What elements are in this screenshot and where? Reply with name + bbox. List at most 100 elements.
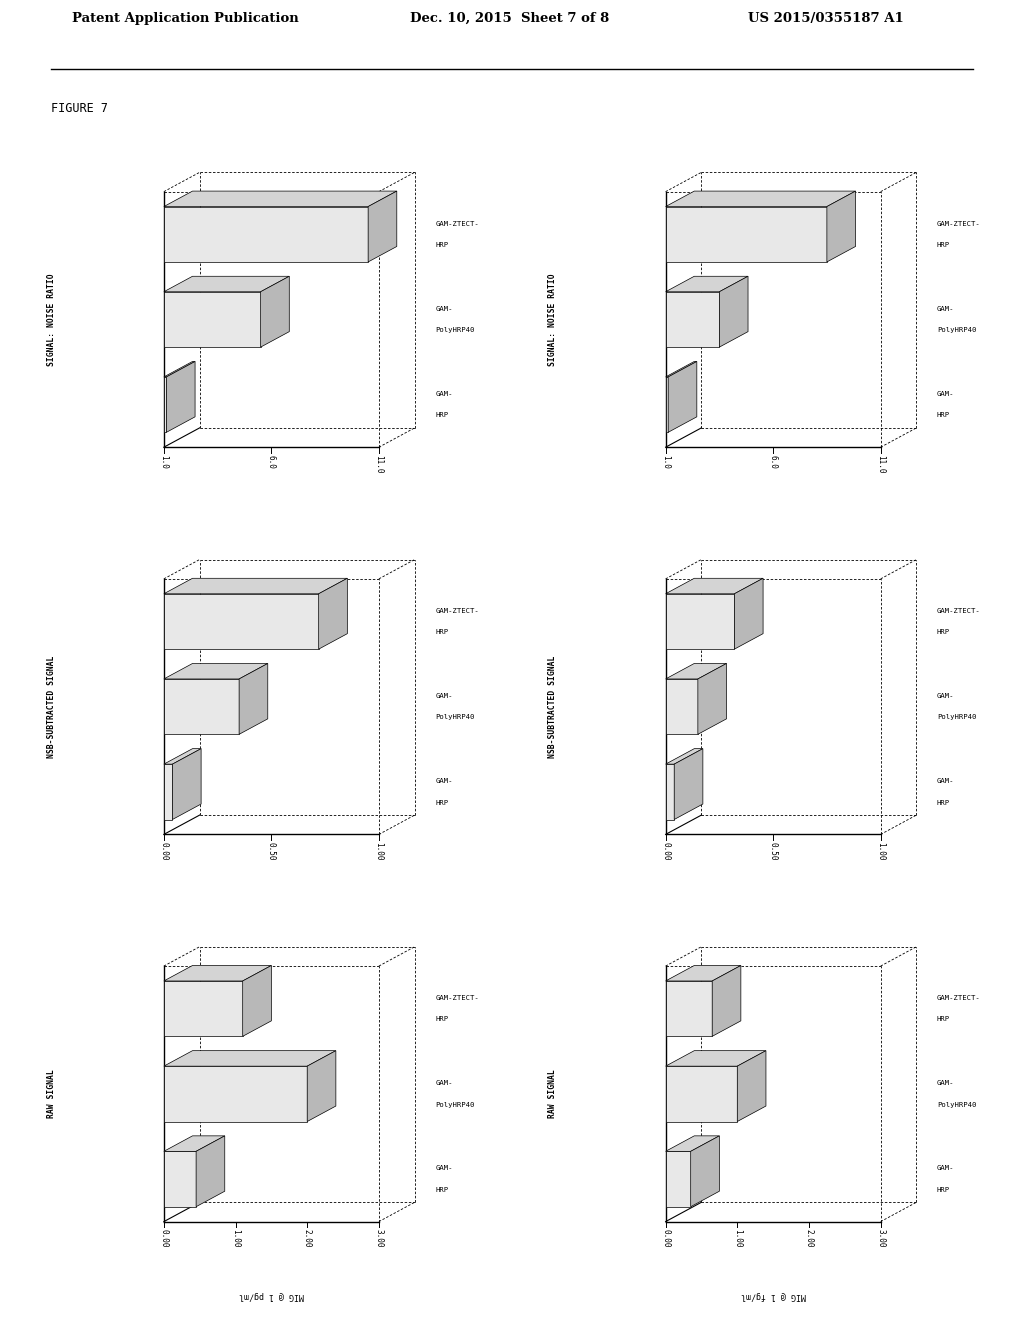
Polygon shape	[243, 965, 271, 1036]
Polygon shape	[666, 292, 719, 347]
Text: RAW SIGNAL: RAW SIGNAL	[549, 1069, 557, 1118]
Polygon shape	[666, 578, 763, 594]
Polygon shape	[164, 362, 195, 378]
Text: HRP: HRP	[937, 242, 950, 248]
Text: 0.00: 0.00	[662, 842, 670, 861]
Text: GAM-ZTECT-: GAM-ZTECT-	[937, 995, 981, 1001]
Polygon shape	[164, 981, 243, 1036]
Text: GAM-ZTECT-: GAM-ZTECT-	[937, 220, 981, 227]
Text: GAM-ZTECT-: GAM-ZTECT-	[435, 220, 479, 227]
Text: FIGURE 7: FIGURE 7	[51, 103, 109, 115]
Polygon shape	[172, 748, 201, 820]
Text: GAM-: GAM-	[937, 306, 954, 312]
Text: 1.00: 1.00	[733, 1229, 741, 1247]
Polygon shape	[239, 664, 268, 734]
Text: 6.0: 6.0	[267, 455, 275, 469]
Text: RAW SIGNAL: RAW SIGNAL	[47, 1069, 55, 1118]
Text: GAM-ZTECT-: GAM-ZTECT-	[937, 607, 981, 614]
Polygon shape	[164, 594, 318, 649]
Polygon shape	[734, 578, 763, 649]
Polygon shape	[666, 664, 727, 678]
Polygon shape	[164, 764, 172, 820]
Text: GAM-: GAM-	[937, 693, 954, 698]
Text: 11.0: 11.0	[877, 455, 885, 474]
Polygon shape	[260, 276, 290, 347]
Text: HRP: HRP	[435, 1187, 449, 1193]
Polygon shape	[318, 578, 347, 649]
Polygon shape	[164, 292, 260, 347]
Polygon shape	[698, 664, 727, 734]
Text: SIGNAL: NOISE RATIO: SIGNAL: NOISE RATIO	[549, 273, 557, 366]
Polygon shape	[369, 191, 397, 261]
Text: 3.00: 3.00	[375, 1229, 383, 1247]
Text: HRP: HRP	[937, 412, 950, 418]
Polygon shape	[666, 748, 702, 764]
Polygon shape	[666, 362, 696, 378]
Text: GAM-: GAM-	[937, 391, 954, 397]
Text: GAM-: GAM-	[937, 1166, 954, 1171]
Text: 1.0: 1.0	[662, 455, 670, 469]
Polygon shape	[666, 965, 741, 981]
Text: PolyHRP40: PolyHRP40	[435, 327, 474, 333]
Text: 2.00: 2.00	[303, 1229, 311, 1247]
Text: GAM-ZTECT-: GAM-ZTECT-	[435, 607, 479, 614]
Text: 0.00: 0.00	[160, 1229, 168, 1247]
Polygon shape	[666, 1067, 737, 1122]
Polygon shape	[666, 764, 674, 820]
Polygon shape	[666, 678, 698, 734]
Polygon shape	[713, 965, 741, 1036]
Text: PolyHRP40: PolyHRP40	[435, 1102, 474, 1107]
Text: GAM-: GAM-	[435, 693, 453, 698]
Polygon shape	[307, 1051, 336, 1122]
Text: 6.0: 6.0	[769, 455, 777, 469]
Text: PolyHRP40: PolyHRP40	[937, 1102, 976, 1107]
Text: PolyHRP40: PolyHRP40	[435, 714, 474, 721]
Text: 0.00: 0.00	[160, 842, 168, 861]
Polygon shape	[666, 206, 827, 261]
Text: HRP: HRP	[435, 412, 449, 418]
Text: MIG @ 1 pg/ml: MIG @ 1 pg/ml	[239, 1291, 304, 1300]
Polygon shape	[164, 1151, 197, 1206]
Polygon shape	[674, 748, 702, 820]
Text: Dec. 10, 2015  Sheet 7 of 8: Dec. 10, 2015 Sheet 7 of 8	[410, 12, 609, 25]
Text: HRP: HRP	[937, 1187, 950, 1193]
Polygon shape	[164, 1067, 307, 1122]
Text: SIGNAL: NOISE RATIO: SIGNAL: NOISE RATIO	[47, 273, 55, 366]
Polygon shape	[164, 748, 201, 764]
Text: NSB-SUBTRACTED SIGNAL: NSB-SUBTRACTED SIGNAL	[549, 656, 557, 758]
Text: GAM-: GAM-	[435, 391, 453, 397]
Polygon shape	[827, 191, 856, 261]
Text: PolyHRP40: PolyHRP40	[937, 714, 976, 721]
Text: 0.50: 0.50	[267, 842, 275, 861]
Text: 1.00: 1.00	[375, 842, 383, 861]
Text: 1.00: 1.00	[231, 1229, 240, 1247]
Polygon shape	[164, 664, 268, 678]
Text: GAM-: GAM-	[435, 1080, 453, 1086]
Polygon shape	[666, 191, 856, 206]
Text: Patent Application Publication: Patent Application Publication	[72, 12, 298, 25]
Text: 0.50: 0.50	[769, 842, 777, 861]
Polygon shape	[666, 378, 668, 433]
Text: 0.00: 0.00	[662, 1229, 670, 1247]
Polygon shape	[666, 981, 713, 1036]
Polygon shape	[164, 206, 369, 261]
Text: NSB-SUBTRACTED SIGNAL: NSB-SUBTRACTED SIGNAL	[47, 656, 55, 758]
Polygon shape	[164, 1135, 225, 1151]
Polygon shape	[197, 1135, 225, 1206]
Text: HRP: HRP	[937, 800, 950, 805]
Polygon shape	[666, 276, 748, 292]
Text: GAM-: GAM-	[937, 1080, 954, 1086]
Polygon shape	[164, 1051, 336, 1067]
Text: HRP: HRP	[435, 800, 449, 805]
Text: HRP: HRP	[937, 1016, 950, 1023]
Polygon shape	[164, 191, 397, 206]
Polygon shape	[164, 578, 347, 594]
Polygon shape	[666, 594, 734, 649]
Polygon shape	[164, 965, 271, 981]
Text: US 2015/0355187 A1: US 2015/0355187 A1	[748, 12, 903, 25]
Text: 11.0: 11.0	[375, 455, 383, 474]
Text: GAM-ZTECT-: GAM-ZTECT-	[435, 995, 479, 1001]
Text: HRP: HRP	[435, 630, 449, 635]
Text: HRP: HRP	[937, 630, 950, 635]
Text: GAM-: GAM-	[435, 777, 453, 784]
